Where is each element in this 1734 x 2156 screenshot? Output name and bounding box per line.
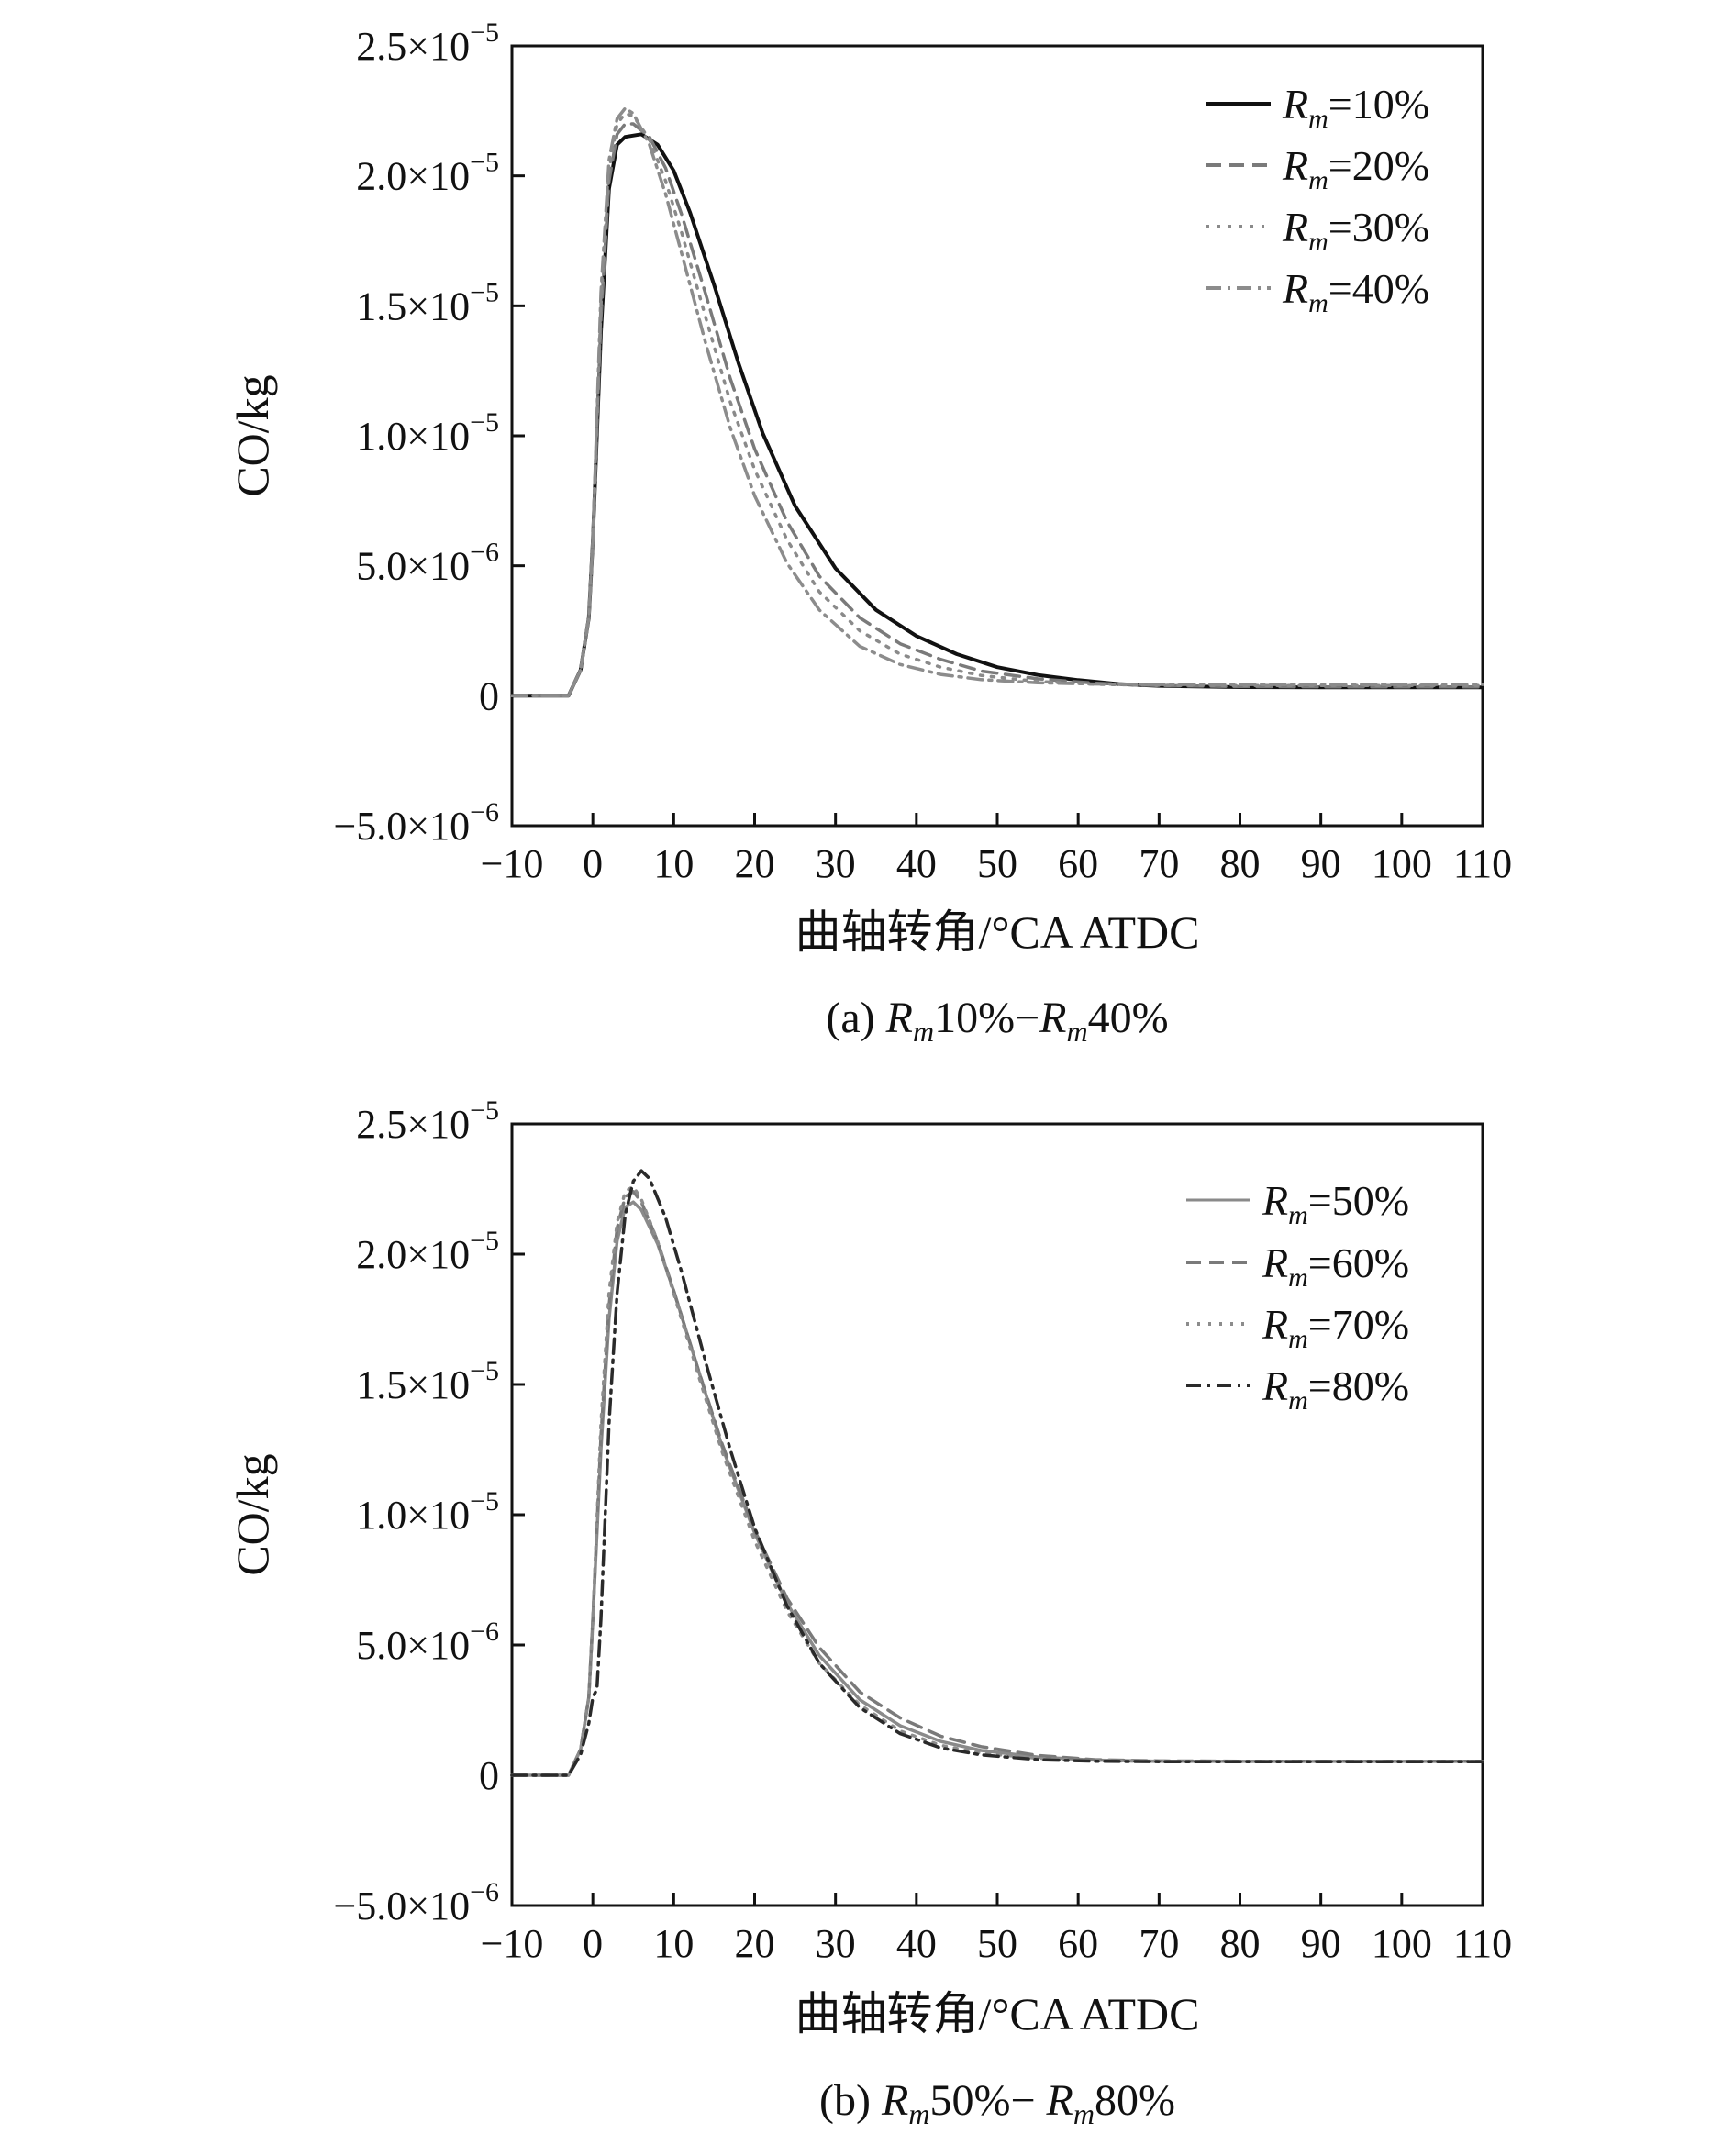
- y-tick-label: 2.5×10−5: [356, 1095, 499, 1147]
- y-tick-label: 2.0×10−5: [356, 148, 499, 199]
- series-line-a-3: [510, 111, 1484, 698]
- x-tick-label: 90: [1301, 841, 1341, 886]
- x-tick-label: 20: [735, 841, 775, 886]
- series-line-b-1: [510, 1200, 1484, 1777]
- legend-entry-a-4: Rm=40%: [1206, 265, 1429, 318]
- y-tick-label: 1.5×10−5: [356, 277, 499, 328]
- x-axis-title-b: 曲轴转角/°CA ATDC: [795, 1988, 1200, 2039]
- legend-label-b-3: Rm=70%: [1262, 1301, 1409, 1354]
- y-tick-label: 1.0×10−5: [356, 1486, 499, 1538]
- caption-b: (b) Rm50%− Rm80%: [819, 2076, 1175, 2130]
- x-axis-title-a: 曲轴转角/°CA ATDC: [795, 906, 1200, 958]
- legend-label-a-1: Rm=10%: [1282, 81, 1429, 134]
- x-tick-label: 30: [816, 1921, 856, 1966]
- y-tick-label: −5.0×10−6: [333, 1877, 499, 1928]
- x-tick-label: 0: [583, 1921, 603, 1966]
- legend-label-a-3: Rm=30%: [1282, 204, 1429, 257]
- x-axis-ticks-b: −10 0 10 20 30 40 50 60 70 80 90 100 110: [481, 1893, 1512, 1966]
- y-axis-ticks-b: −5.0×10−6 0 5.0×10−6 1.0×10−5 1.5×10−5 2.0×10…: [333, 1095, 525, 1928]
- legend-label-b-4: Rm=80%: [1262, 1362, 1409, 1416]
- legend-a: Rm=10% Rm=20% Rm=30% Rm=40%: [1206, 81, 1429, 318]
- x-tick-label: 40: [896, 1921, 937, 1966]
- legend-label-b-2: Rm=60%: [1262, 1239, 1409, 1293]
- x-tick-label: 100: [1372, 841, 1432, 886]
- chart-panel-a: −5.0×10−6 0 5.0×10−6 1.0×10−5 1.5×10−5 2.0×10…: [227, 17, 1512, 1048]
- legend-label-a-4: Rm=40%: [1282, 265, 1429, 318]
- x-tick-label: 70: [1139, 841, 1179, 886]
- x-tick-label: 30: [816, 841, 856, 886]
- x-tick-label: −10: [481, 841, 544, 886]
- x-tick-label: 60: [1058, 1921, 1098, 1966]
- legend-entry-b-3: Rm=70%: [1186, 1301, 1409, 1354]
- legend-entry-b-2: Rm=60%: [1186, 1239, 1409, 1293]
- legend-entry-a-1: Rm=10%: [1206, 81, 1429, 134]
- x-tick-label: 10: [653, 1921, 694, 1966]
- y-tick-label: 0: [479, 673, 499, 718]
- x-tick-label: 80: [1220, 841, 1261, 886]
- series-line-a-4: [510, 106, 1484, 698]
- legend-entry-b-4: Rm=80%: [1186, 1362, 1409, 1416]
- x-tick-label: 20: [735, 1921, 775, 1966]
- legend-entry-a-3: Rm=30%: [1206, 204, 1429, 257]
- series-lines-a: [510, 106, 1484, 698]
- y-axis-title-b: CO/kg: [227, 1453, 278, 1575]
- x-tick-label: 100: [1372, 1921, 1432, 1966]
- x-tick-label: 110: [1453, 841, 1512, 886]
- x-tick-label: 80: [1220, 1921, 1261, 1966]
- y-tick-label: 1.0×10−5: [356, 407, 499, 459]
- series-line-b-4: [510, 1169, 1484, 1777]
- x-tick-label: −10: [481, 1921, 544, 1966]
- y-axis-title-a: CO/kg: [227, 374, 278, 496]
- x-tick-label: 50: [977, 1921, 1017, 1966]
- legend-b: Rm=50% Rm=60% Rm=70% Rm=80%: [1186, 1177, 1409, 1416]
- legend-label-a-2: Rm=20%: [1282, 142, 1429, 195]
- y-tick-label: 2.5×10−5: [356, 17, 499, 69]
- y-tick-label: 5.0×10−6: [356, 1617, 499, 1668]
- x-tick-label: 110: [1453, 1921, 1512, 1966]
- series-line-a-2: [510, 122, 1484, 698]
- x-tick-label: 10: [653, 841, 694, 886]
- x-tick-label: 70: [1139, 1921, 1179, 1966]
- series-lines-b: [510, 1169, 1484, 1777]
- y-tick-label: 0: [479, 1753, 499, 1798]
- x-tick-label: 90: [1301, 1921, 1341, 1966]
- x-axis-ticks-a: −10 0 10 20 30 40 50 60 70 80 90 100 110: [481, 813, 1512, 886]
- y-tick-label: −5.0×10−6: [333, 797, 499, 849]
- series-line-b-3: [510, 1184, 1484, 1777]
- legend-entry-b-1: Rm=50%: [1186, 1177, 1409, 1230]
- x-tick-label: 40: [896, 841, 937, 886]
- caption-a: (a) Rm10%−Rm40%: [826, 994, 1168, 1048]
- x-tick-label: 50: [977, 841, 1017, 886]
- x-tick-label: 0: [583, 841, 603, 886]
- chart-panel-b: −5.0×10−6 0 5.0×10−6 1.0×10−5 1.5×10−5 2.0×10…: [227, 1095, 1512, 2130]
- x-tick-label: 60: [1058, 841, 1098, 886]
- legend-entry-a-2: Rm=20%: [1206, 142, 1429, 195]
- y-axis-ticks-a: −5.0×10−6 0 5.0×10−6 1.0×10−5 1.5×10−5 2.0×10…: [333, 17, 525, 849]
- y-tick-label: 2.0×10−5: [356, 1226, 499, 1277]
- y-tick-label: 5.0×10−6: [356, 538, 499, 589]
- legend-label-b-1: Rm=50%: [1262, 1177, 1409, 1230]
- y-tick-label: 1.5×10−5: [356, 1356, 499, 1407]
